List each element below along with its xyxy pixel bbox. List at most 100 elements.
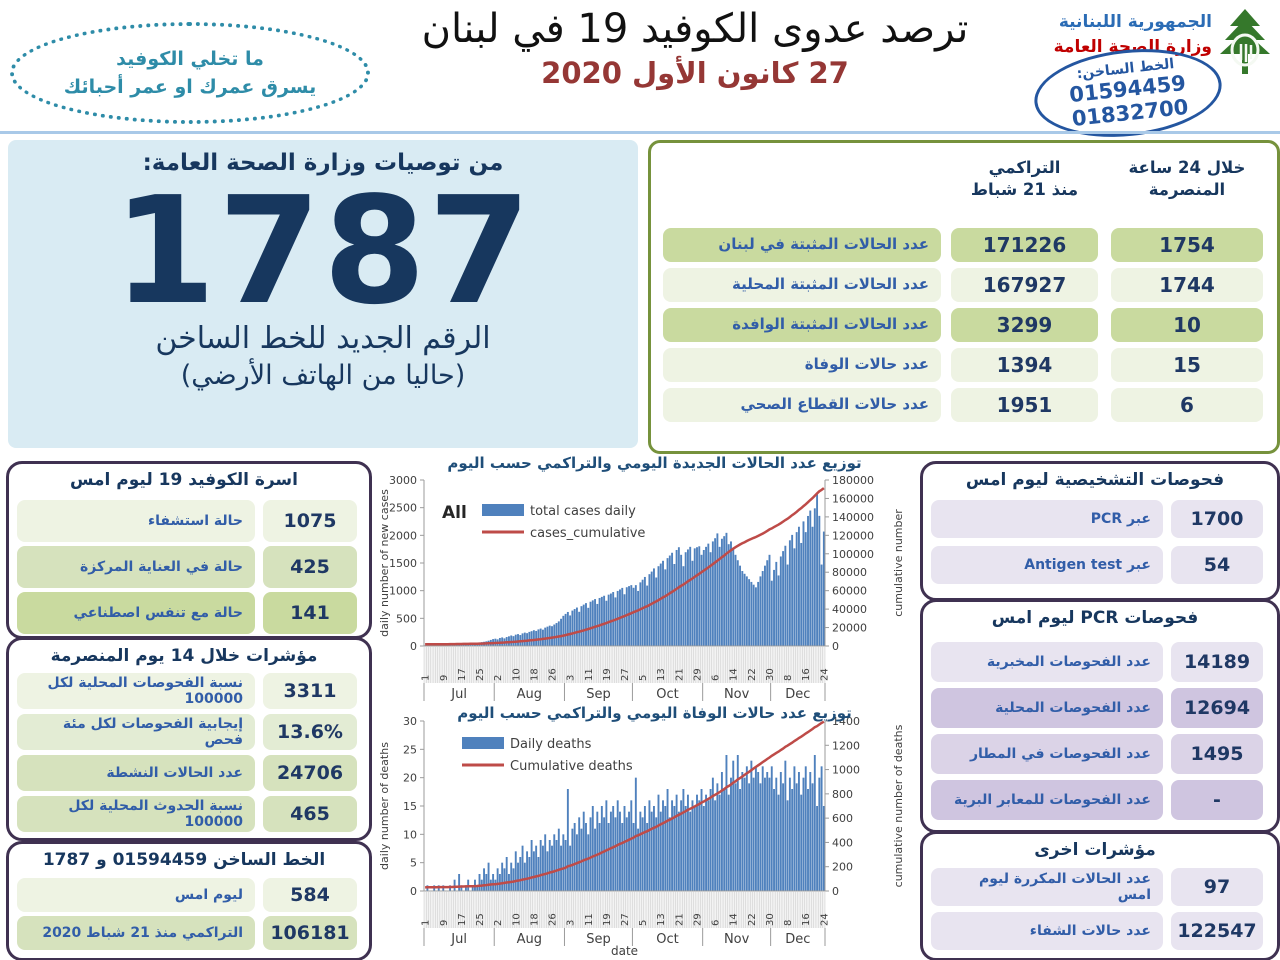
row-label: عدد الحالات المثبتة المحلية <box>663 268 941 302</box>
box-title: فحوصات PCR ليوم امس <box>991 608 1199 628</box>
ministry-department: وزارة الصحة العامة <box>1053 36 1212 57</box>
stat-value: 14189 <box>1171 642 1263 682</box>
svg-text:Oct: Oct <box>656 932 678 947</box>
recommendation-title: من توصيات وزارة الصحة العامة: <box>142 150 504 176</box>
svg-text:25: 25 <box>475 668 486 681</box>
svg-text:500: 500 <box>396 612 417 625</box>
svg-text:daily number of new cases: daily number of new cases <box>378 489 391 637</box>
svg-text:9: 9 <box>439 920 450 926</box>
box-title: فحوصات التشخيصية ليوم امس <box>965 470 1225 490</box>
svg-text:Cumulative deaths: Cumulative deaths <box>510 759 633 774</box>
slogan-line2: يسرق عمرك او عمر أحبائك <box>63 76 317 98</box>
svg-text:13: 13 <box>656 913 667 926</box>
svg-text:13: 13 <box>656 668 667 681</box>
svg-text:cumulative number: cumulative number <box>892 509 905 617</box>
svg-text:cumulative number of deaths: cumulative number of deaths <box>892 724 905 887</box>
svg-text:40000: 40000 <box>832 603 867 616</box>
svg-text:27: 27 <box>620 668 631 681</box>
svg-text:0: 0 <box>410 640 417 653</box>
svg-text:3000: 3000 <box>389 474 417 487</box>
row-24h: 10 <box>1111 308 1263 342</box>
stat-label: عبر Antigen test <box>931 546 1163 584</box>
indicators-14d-box: مؤشرات خلال 14 يوم المنصرمة نسبة الفحوصا… <box>6 637 372 841</box>
svg-text:9: 9 <box>439 675 450 681</box>
stat-value: - <box>1171 780 1263 820</box>
svg-text:21: 21 <box>674 913 685 926</box>
svg-text:2: 2 <box>493 920 504 926</box>
svg-text:26: 26 <box>548 913 559 926</box>
stat-label: عدد الحالات النشطة <box>17 755 255 791</box>
column-header-cumulative: التراكمي منذ 21 شباط <box>970 158 1079 200</box>
svg-text:80000: 80000 <box>832 566 867 579</box>
svg-text:0: 0 <box>832 885 839 898</box>
svg-text:2500: 2500 <box>389 502 417 515</box>
stat-label: التراكمي منذ 21 شباط 2020 <box>17 916 255 950</box>
svg-text:10: 10 <box>511 668 522 681</box>
svg-text:Aug: Aug <box>517 687 542 702</box>
report-date: 27 كانون الأول 2020 <box>541 56 849 90</box>
svg-text:Dec: Dec <box>785 932 810 947</box>
svg-text:1: 1 <box>421 675 432 681</box>
svg-text:1000: 1000 <box>832 764 860 777</box>
svg-text:1000: 1000 <box>389 585 417 598</box>
svg-text:توزيع عدد حالات الوفاة اليومي: توزيع عدد حالات الوفاة اليومي والتراكمي … <box>457 705 852 722</box>
stat-label: نسبة الفحوصات المحلية لكل 100000 <box>17 673 255 709</box>
svg-text:29: 29 <box>692 668 703 681</box>
svg-text:24: 24 <box>819 913 830 926</box>
hotline-stats-box: الخط الساخن 01594459 و 1787 ليوم امس 584… <box>6 841 372 960</box>
row-cumulative: 1951 <box>951 388 1098 422</box>
box-title: الخط الساخن 01594459 و 1787 <box>42 850 326 870</box>
svg-text:18: 18 <box>529 913 540 926</box>
svg-text:5: 5 <box>410 857 417 870</box>
svg-text:Nov: Nov <box>724 687 750 702</box>
svg-text:8: 8 <box>783 920 794 926</box>
svg-text:5: 5 <box>638 675 649 681</box>
row-24h: 1754 <box>1111 228 1263 262</box>
svg-text:22: 22 <box>747 668 758 681</box>
svg-text:11: 11 <box>584 913 595 926</box>
column-header-24h: خلال 24 ساعة المنصرمة <box>1128 158 1246 200</box>
header-divider <box>0 131 1280 134</box>
diagnostic-tests-box: فحوصات التشخيصية ليوم امس عبر PCR 1700 ع… <box>920 461 1280 601</box>
svg-text:100000: 100000 <box>832 548 874 561</box>
svg-text:1500: 1500 <box>389 557 417 570</box>
stat-value: 12694 <box>1171 688 1263 728</box>
svg-text:0: 0 <box>832 640 839 653</box>
stat-label: عدد الفحوصات في المطار <box>931 734 1163 774</box>
svg-text:600: 600 <box>832 812 853 825</box>
stat-value: 425 <box>263 546 357 588</box>
svg-text:1: 1 <box>421 920 432 926</box>
stat-value: 584 <box>263 878 357 912</box>
svg-text:2000: 2000 <box>389 529 417 542</box>
svg-text:Jul: Jul <box>450 687 467 702</box>
svg-text:16: 16 <box>801 913 812 926</box>
ministry-text: الجمهورية اللبنانية وزارة الصحة العامة <box>1054 10 1212 59</box>
svg-text:29: 29 <box>692 913 703 926</box>
svg-text:20: 20 <box>403 772 417 785</box>
pcr-tests-box: فحوصات PCR ليوم امس عدد الفحوصات المخبري… <box>920 599 1280 833</box>
stat-label: ليوم امس <box>17 878 255 912</box>
svg-text:17: 17 <box>457 668 468 681</box>
stat-value: 465 <box>263 796 357 832</box>
svg-text:8: 8 <box>783 675 794 681</box>
svg-text:400: 400 <box>832 836 853 849</box>
row-cumulative: 1394 <box>951 348 1098 382</box>
svg-text:Sep: Sep <box>586 932 611 947</box>
svg-text:180000: 180000 <box>832 474 874 487</box>
header-title-block: ترصد عدوى الكوفيد 19 في لبنان 27 كانون ا… <box>380 6 1010 90</box>
svg-text:30: 30 <box>765 913 776 926</box>
daily-cases-chart: 0 500 1000 1500 2000 2500 3000 0 20000 40000 60000… <box>378 454 915 704</box>
svg-text:10: 10 <box>403 828 417 841</box>
recommendation-line1: الرقم الجديد للخط الساخن <box>155 320 491 356</box>
svg-text:Daily deaths: Daily deaths <box>510 737 592 752</box>
stat-value: 1495 <box>1171 734 1263 774</box>
svg-text:0: 0 <box>410 885 417 898</box>
svg-text:Dec: Dec <box>785 687 810 702</box>
svg-text:16: 16 <box>801 668 812 681</box>
row-label: عدد الحالات المثبتة في لبنان <box>663 228 941 262</box>
svg-text:3: 3 <box>566 675 577 681</box>
svg-text:18: 18 <box>529 668 540 681</box>
svg-text:27: 27 <box>620 913 631 926</box>
svg-text:All: All <box>442 503 467 523</box>
